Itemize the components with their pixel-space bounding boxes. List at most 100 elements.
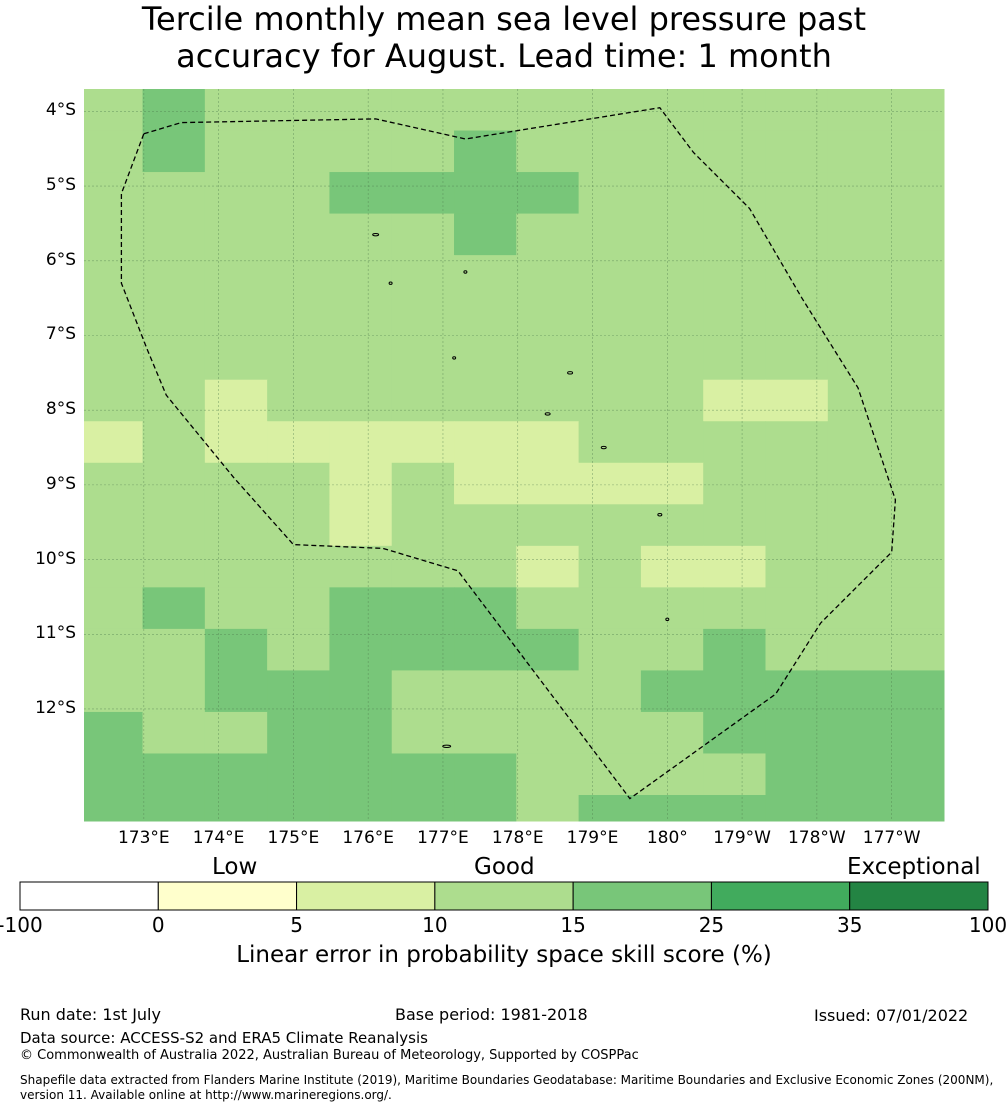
heatmap-cell	[84, 587, 144, 630]
heatmap-cell	[827, 213, 891, 256]
heatmap-cell	[827, 462, 891, 505]
heatmap-cell	[703, 338, 766, 381]
heatmap-cell	[703, 255, 766, 298]
category-label-exceptional: Exceptional	[847, 854, 981, 880]
heatmap-cell	[329, 296, 393, 339]
heatmap-cell	[391, 130, 455, 173]
heatmap-cell	[765, 670, 829, 713]
heatmap-cell	[204, 587, 268, 630]
heatmap-cell	[578, 213, 642, 256]
heatmap-cell	[142, 89, 206, 132]
heatmap-cell	[516, 504, 580, 547]
island-outline	[657, 513, 663, 517]
heatmap-cell	[890, 213, 945, 256]
heatmap-cell	[578, 462, 642, 505]
heatmap-cell	[267, 587, 330, 630]
heatmap-cell	[890, 172, 945, 215]
heatmap-cell	[765, 504, 829, 547]
heatmap-cell	[703, 670, 766, 713]
heatmap-cell	[84, 338, 144, 381]
heatmap-cell	[267, 670, 330, 713]
heatmap-cell	[391, 587, 455, 630]
heatmap-cell	[640, 130, 704, 173]
heatmap-cell	[391, 753, 455, 796]
heatmap-cell	[329, 255, 393, 298]
heatmap-cell	[142, 795, 206, 822]
heatmap-cell	[454, 545, 517, 588]
heatmap-cell	[640, 587, 704, 630]
heatmap-cell	[142, 130, 206, 173]
heatmap-cell	[827, 753, 891, 796]
island-outline	[388, 281, 393, 285]
heatmap-cell	[703, 462, 766, 505]
colorbar-segment	[157, 881, 298, 911]
heatmap-cell	[765, 89, 829, 132]
heatmap-cell	[267, 296, 330, 339]
eez-boundary	[120, 106, 897, 800]
heatmap-cell	[516, 255, 580, 298]
heatmap-cell	[454, 587, 517, 630]
heatmap-cell	[703, 213, 766, 256]
longitude-tick-label: 175°E	[267, 828, 320, 848]
heatmap-cell	[84, 462, 144, 505]
heatmap-cell	[142, 213, 206, 256]
heatmap-cell	[890, 587, 945, 630]
heatmap-cell	[454, 462, 517, 505]
heatmap-cell	[827, 711, 891, 754]
heatmap-cell	[890, 421, 945, 464]
heatmap-cell	[516, 172, 580, 215]
heatmap-cell	[142, 670, 206, 713]
longitude-tick-label: 179°E	[566, 828, 619, 848]
island-outline	[567, 371, 574, 375]
heatmap-cell	[204, 338, 268, 381]
heatmap-cell	[329, 130, 393, 173]
heatmap-cell	[454, 213, 517, 256]
colorbar-segment	[19, 881, 159, 911]
heatmap-cell	[827, 338, 891, 381]
heatmap-cell	[329, 213, 393, 256]
heatmap-cell	[703, 504, 766, 547]
heatmap-cell	[267, 338, 330, 381]
longitude-tick-label: 178°W	[787, 828, 846, 848]
heatmap-cell	[703, 753, 766, 796]
colorbar-tick-label: 15	[560, 913, 586, 937]
heatmap-cell	[204, 670, 268, 713]
heatmap-cell	[640, 296, 704, 339]
heatmap-cell	[827, 628, 891, 671]
heatmap-cell	[578, 504, 642, 547]
heatmap-cell	[204, 462, 268, 505]
heatmap-cell	[827, 421, 891, 464]
colorbar-segment	[849, 881, 989, 911]
heatmap-cell	[516, 545, 580, 588]
heatmap-cell	[454, 379, 517, 422]
heatmap-cell	[890, 255, 945, 298]
latitude-tick-label: 4°S	[45, 100, 76, 121]
heatmap-cell	[329, 753, 393, 796]
heatmap-cell	[516, 670, 580, 713]
heatmap-cell	[329, 379, 393, 422]
base-period: Base period: 1981-2018	[395, 1005, 588, 1024]
longitude-tick-label: 177°E	[417, 828, 469, 848]
heatmap-cell	[516, 587, 580, 630]
heatmap-cell	[578, 795, 642, 822]
heatmap-cell	[516, 753, 580, 796]
heatmap-cell	[890, 545, 945, 588]
colorbar-tick-label: 0	[151, 913, 165, 937]
island-outlines	[372, 232, 670, 749]
longitude-tick-label: 174°E	[192, 828, 245, 848]
colorbar-segment	[572, 881, 712, 911]
heatmap-cell	[391, 255, 455, 298]
heatmap-cell	[890, 338, 945, 381]
shapefile-credit-line-2: version 11. Available online at http://w…	[20, 1088, 392, 1102]
run-date: Run date: 1st July	[20, 1005, 161, 1024]
heatmap-cell	[391, 670, 455, 713]
heatmap-cell	[267, 711, 330, 754]
heatmap-cell	[703, 89, 766, 132]
heatmap-cell	[578, 338, 642, 381]
heatmap-cell	[454, 711, 517, 754]
heatmap-cell	[640, 462, 704, 505]
heatmap-cell	[142, 711, 206, 754]
heatmap-cell	[890, 795, 945, 822]
heatmap-cell	[391, 379, 455, 422]
heatmap-cell	[827, 795, 891, 822]
